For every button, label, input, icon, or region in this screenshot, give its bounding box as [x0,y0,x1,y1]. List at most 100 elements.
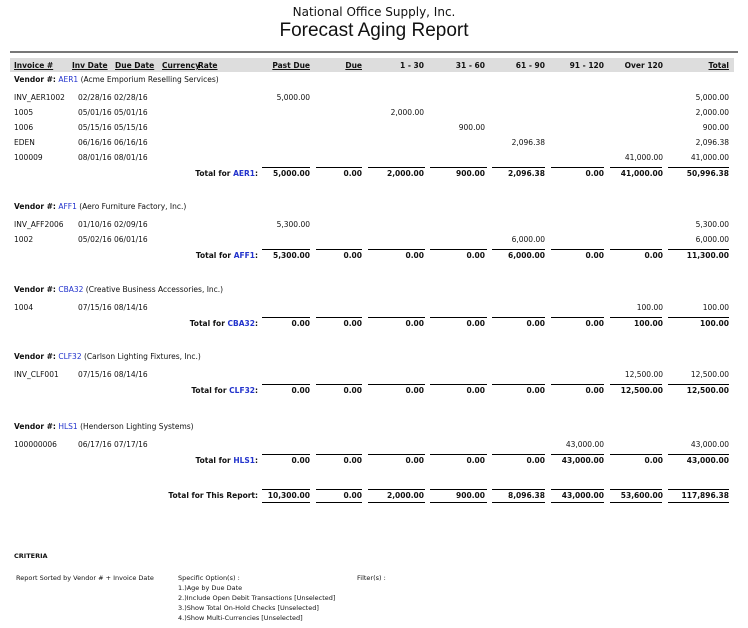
due-date: 05/15/16 [114,123,148,132]
due-date: 05/01/16 [114,108,148,117]
criteria-filters-label: Filter(s) : [357,574,386,582]
vendor-total-amount: 43,000.00 [686,456,729,465]
total-rule [316,249,362,250]
total-rule [551,317,604,318]
total-rule [551,167,604,168]
amount-cell: 6,000.00 [695,235,729,244]
grand-total-amount: 43,000.00 [561,491,604,500]
amount-cell: 2,000.00 [695,108,729,117]
vendor-total-amount: 41,000.00 [620,169,663,178]
grand-total-amount: 53,600.00 [620,491,663,500]
total-vendor-id: CLF32 [229,386,255,395]
vendor-id-link[interactable]: AFF1 [58,202,77,211]
amount-cell: 100.00 [702,303,729,312]
vendor-label: Vendor #: [14,75,56,84]
total-rule [368,167,425,168]
total-rule [610,249,662,250]
total-rule [430,167,487,168]
vendor-name: (Creative Business Accessories, Inc.) [85,285,224,294]
vendor-label: Vendor #: [14,202,56,211]
vendor-total-amount: 0.00 [405,456,424,465]
vendor-total-amount: 12,500.00 [686,386,729,395]
vendor-total-amount: 0.00 [405,319,424,328]
total-vendor-id: AFF1 [233,251,255,260]
criteria-sorted: Report Sorted by Vendor # + Invoice Date [16,574,154,582]
vendor-total-amount: 0.00 [526,386,545,395]
criteria-option: 2.)Include Open Debit Transactions [Unse… [178,594,336,602]
invoice-number: 1005 [14,108,34,117]
vendor-header: Vendor #: AFF1 (Aero Furniture Factory, … [14,202,186,212]
invoice-date: 01/10/16 [78,220,112,229]
grand-total-label: Total for This Report: [168,491,258,500]
criteria-option: 3.)Show Total On-Hold Checks [Unselected… [178,604,319,612]
column-header-bar [10,58,734,72]
invoice-date: 05/15/16 [78,123,112,132]
grand-total-rule [492,489,545,490]
col-over-120: Over 120 [624,61,663,70]
grand-total-rule [316,502,362,503]
col-rate: Rate [198,61,218,70]
vendor-total-amount: 0.00 [585,386,604,395]
vendor-total-amount: 0.00 [585,169,604,178]
amount-cell: 5,300.00 [276,220,310,229]
col-1-30: 1 - 30 [400,61,424,70]
total-rule [430,317,487,318]
total-vendor-id: AER1 [233,169,255,178]
total-rule [492,317,545,318]
total-rule [492,249,545,250]
vendor-total-amount: 0.00 [644,251,663,260]
col-due-date: Due Date [115,61,155,70]
vendor-total-amount: 43,000.00 [561,456,604,465]
col-invoice: Invoice # [14,61,54,70]
vendor-name: (Aero Furniture Factory, Inc.) [79,202,187,211]
amount-cell: 2,000.00 [390,108,424,117]
total-rule [368,384,425,385]
vendor-id-link[interactable]: AER1 [58,75,79,84]
vendor-total-amount: 0.00 [291,319,310,328]
vendor-id-link[interactable]: HLS1 [58,422,78,431]
vendor-total-label: Total for CBA32: [189,319,258,328]
vendor-total-amount: 0.00 [343,456,362,465]
grand-total-amount: 10,300.00 [267,491,310,500]
vendor-header: Vendor #: CLF32 (Carlson Lighting Fixtur… [14,352,201,362]
total-rule [492,384,545,385]
criteria-heading: CRITERIA [14,552,48,560]
col-currency: Currency [162,61,201,70]
vendor-total-amount: 0.00 [343,251,362,260]
invoice-number: 1006 [14,123,34,132]
total-rule [551,454,604,455]
grand-total-amount: 2,000.00 [386,491,424,500]
vendor-total-amount: 900.00 [456,169,485,178]
total-rule [668,384,729,385]
total-rule [262,384,310,385]
total-rule [368,454,425,455]
col-total: Total [708,61,730,70]
grand-total-rule [430,489,487,490]
criteria-options-label: Specific Option(s) : [178,574,240,582]
invoice-date: 06/16/16 [78,138,112,147]
total-rule [316,167,362,168]
invoice-number: INV_AFF2006 [14,220,64,229]
amount-cell: 2,096.38 [511,138,545,147]
amount-cell: 41,000.00 [624,153,663,162]
vendor-header: Vendor #: CBA32 (Creative Business Acces… [14,285,223,295]
vendor-total-amount: 12,500.00 [620,386,663,395]
vendor-id-link[interactable]: CBA32 [58,285,84,294]
grand-total-rule [668,502,729,503]
vendor-total-amount: 0.00 [585,251,604,260]
amount-cell: 5,300.00 [695,220,729,229]
total-rule [316,454,362,455]
vendor-label: Vendor #: [14,352,56,361]
total-rule [430,454,487,455]
grand-total-rule [551,489,604,490]
vendor-id-link[interactable]: CLF32 [58,352,82,361]
invoice-number: 1002 [14,235,34,244]
invoice-number: 100000006 [14,440,57,449]
total-rule [262,317,310,318]
vendor-total-amount: 0.00 [466,319,485,328]
total-rule [316,384,362,385]
criteria-option: 4.)Show Multi-Currencies [Unselected] [178,614,303,622]
total-rule [430,249,487,250]
total-rule [668,317,729,318]
grand-total-rule [551,502,604,503]
